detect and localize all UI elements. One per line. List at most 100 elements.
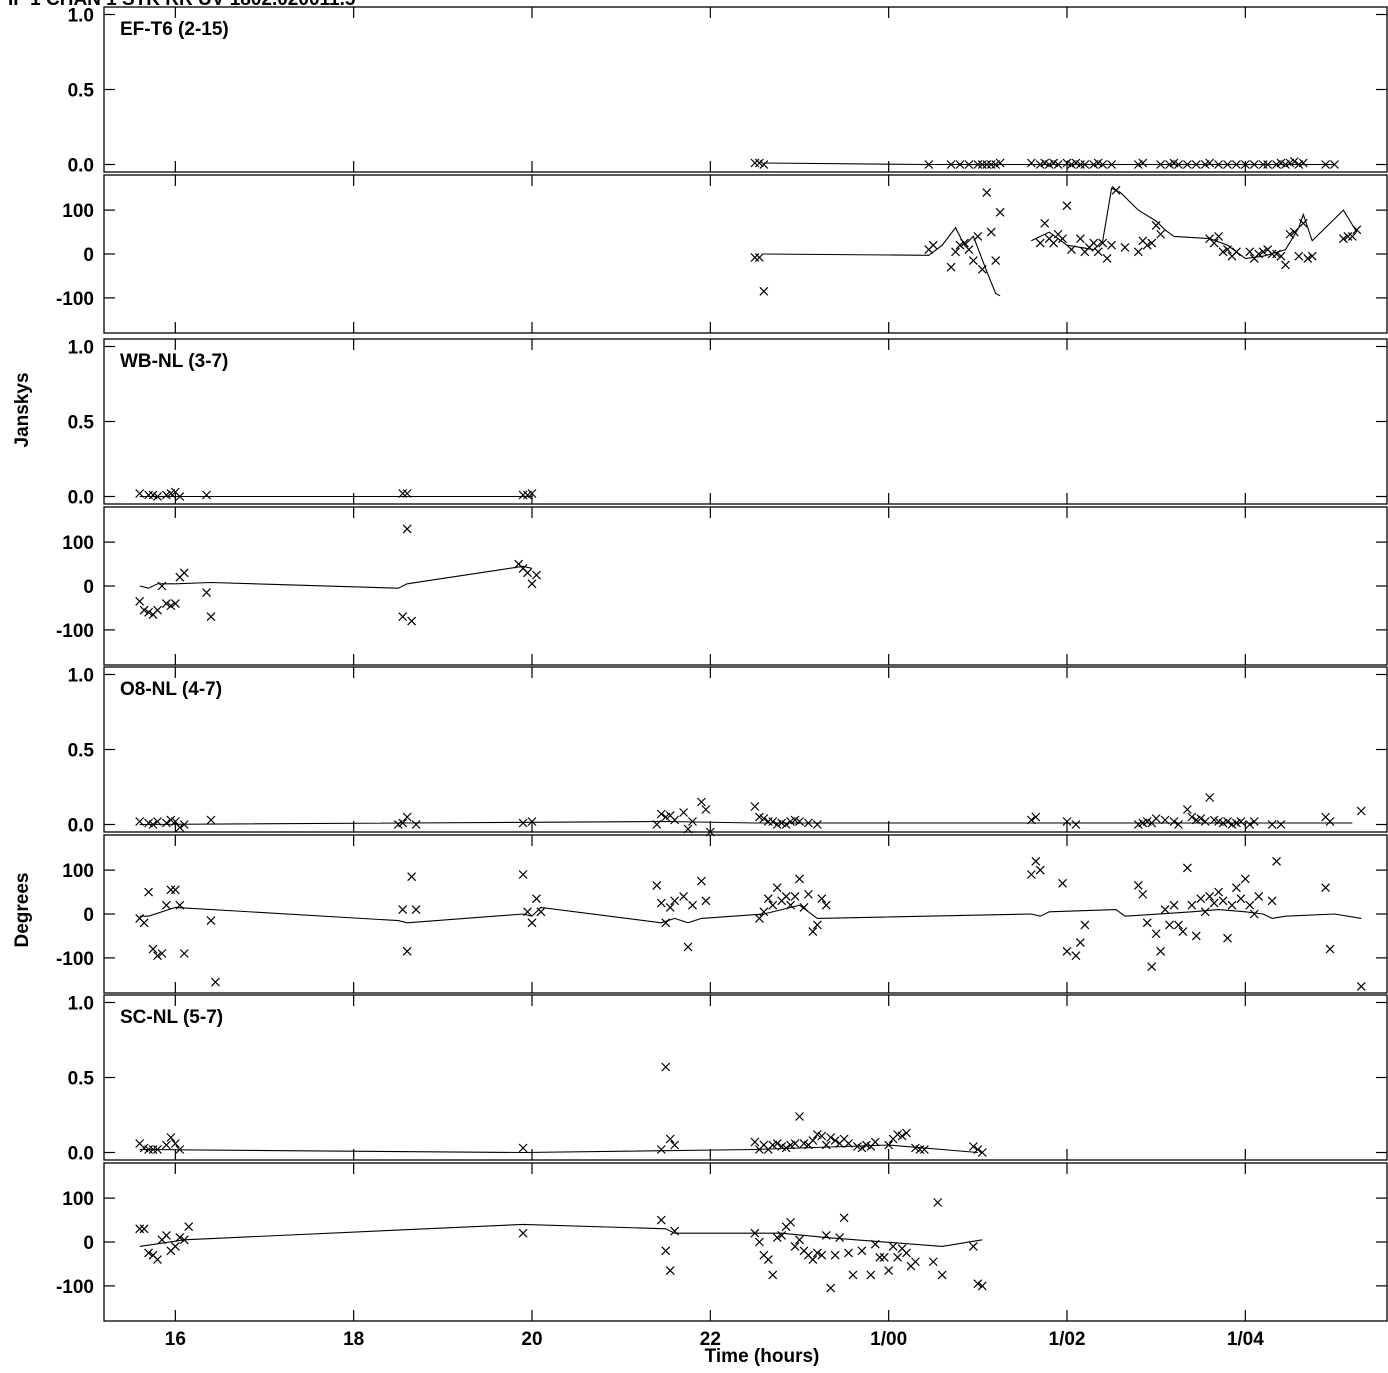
amp-point [1071, 820, 1081, 829]
phase-point [1156, 229, 1166, 239]
amp-point [170, 1139, 180, 1148]
phase-point [790, 1241, 800, 1251]
amp-tick-label: 0.5 [68, 413, 95, 434]
phase-point [844, 1248, 853, 1258]
phase-point [835, 1233, 845, 1243]
panels: 0.0 0.5 1.0 -100 0 100 EF-T6 (2-15) 0.0 0.5 1.0 -1… [56, 6, 1388, 1350]
phase-tick-label: 0 [83, 905, 94, 926]
phase-point [977, 1281, 987, 1291]
phase-point [135, 596, 145, 606]
panel-4: 0.0 0.5 1.0 -100 0 100 SC-NL (5-7) [56, 994, 1388, 1322]
amp-tick-label: 1.0 [68, 6, 94, 27]
amp-point [1205, 793, 1215, 802]
phase-point [1205, 892, 1215, 901]
phase-point [1120, 242, 1130, 252]
phase-point [968, 1241, 978, 1251]
amp-point [656, 1145, 666, 1154]
phase-point [153, 1255, 162, 1264]
amp-point [202, 490, 211, 500]
phase-point [1035, 238, 1045, 248]
amp-point [1187, 812, 1197, 822]
amp-point [1200, 817, 1210, 826]
amp-point [144, 490, 154, 500]
phase-tick-label: 100 [62, 1189, 94, 1210]
phase-point [1049, 238, 1059, 248]
phase-point [144, 1248, 154, 1258]
phase-point [875, 1252, 885, 1262]
amp-frame-0 [103, 6, 1388, 173]
phase-point [1133, 881, 1143, 890]
phase-tick-label: -100 [56, 621, 94, 642]
amp-point [518, 818, 528, 828]
amp-point [402, 812, 412, 822]
amp-point [701, 805, 711, 814]
phase-point [1343, 232, 1353, 241]
phase-point [170, 885, 180, 895]
phase-point [206, 612, 216, 622]
phase-point [1272, 856, 1281, 866]
phase-point [937, 1270, 947, 1280]
phase-point [518, 870, 528, 879]
amp-frame-3 [103, 994, 1388, 1161]
amp-point [977, 1148, 987, 1157]
phase-point [144, 607, 154, 617]
amp-tick-label: 0.0 [68, 488, 94, 509]
phase-point [946, 262, 956, 272]
phase-point [826, 1283, 836, 1293]
amp-point [527, 817, 537, 826]
phase-point [1093, 247, 1103, 257]
amp-point [670, 815, 680, 825]
amp-tick-label: 1.0 [68, 994, 94, 1015]
phase-point [139, 918, 149, 928]
phase-point [968, 256, 978, 266]
phase-point [656, 898, 666, 908]
amp-point [1031, 812, 1041, 822]
phase-point [839, 1213, 849, 1223]
phase-point [754, 913, 764, 923]
phase-tick-label: 0 [83, 245, 94, 266]
phase-point [1058, 878, 1067, 888]
amp-point [670, 1140, 680, 1150]
phase-point [701, 896, 711, 906]
phase-point [1147, 238, 1157, 248]
phase-point [1147, 962, 1157, 972]
phase-point [986, 227, 996, 237]
y-axis-label-amplitude: Janskys [12, 372, 33, 447]
amp-point [750, 802, 760, 811]
amp-point [1174, 820, 1183, 829]
amp-point [919, 1145, 929, 1154]
phase-point [411, 905, 421, 915]
x-tick-label: 1/00 [870, 1329, 907, 1350]
phase-point [1303, 253, 1313, 263]
phase-point [1356, 981, 1366, 991]
phase-point [803, 889, 813, 899]
amp-point [1169, 817, 1179, 826]
phase-point [1071, 951, 1081, 961]
phase-point [991, 256, 1001, 266]
phase-point [402, 946, 412, 956]
phase-model-line [139, 565, 533, 589]
amp-point [795, 1112, 804, 1121]
panel-2: 0.0 0.5 1.0 -100 0 100 WB-NL (3-7) [56, 338, 1388, 666]
phase-point [407, 872, 417, 882]
phase-point [763, 1255, 773, 1264]
phase-point [817, 894, 827, 904]
amp-point [1356, 806, 1366, 816]
phase-point [670, 896, 680, 906]
phase-point [1218, 896, 1228, 906]
phase-point [1245, 900, 1255, 910]
amp-point [790, 1139, 800, 1148]
amp-point [206, 815, 216, 825]
x-tick-label: 16 [165, 1329, 186, 1350]
phase-point [661, 1246, 671, 1256]
x-tick-labels: 16 18 20 22 1/00 1/02 1/04 [165, 1329, 1264, 1350]
phase-point [1338, 234, 1348, 244]
amp-point [821, 1140, 831, 1150]
amp-point [161, 818, 171, 828]
amp-point [759, 814, 769, 823]
amp-tick-label: 0.5 [68, 741, 95, 762]
phase-point [139, 605, 149, 615]
phase-point [1040, 218, 1050, 228]
phase-point [652, 881, 662, 890]
amp-point [161, 1140, 171, 1150]
